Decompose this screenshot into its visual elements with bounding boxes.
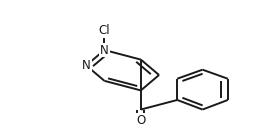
Text: Cl: Cl [99, 24, 110, 37]
Text: N: N [100, 43, 109, 57]
Text: O: O [136, 114, 145, 127]
Text: N: N [82, 59, 91, 72]
